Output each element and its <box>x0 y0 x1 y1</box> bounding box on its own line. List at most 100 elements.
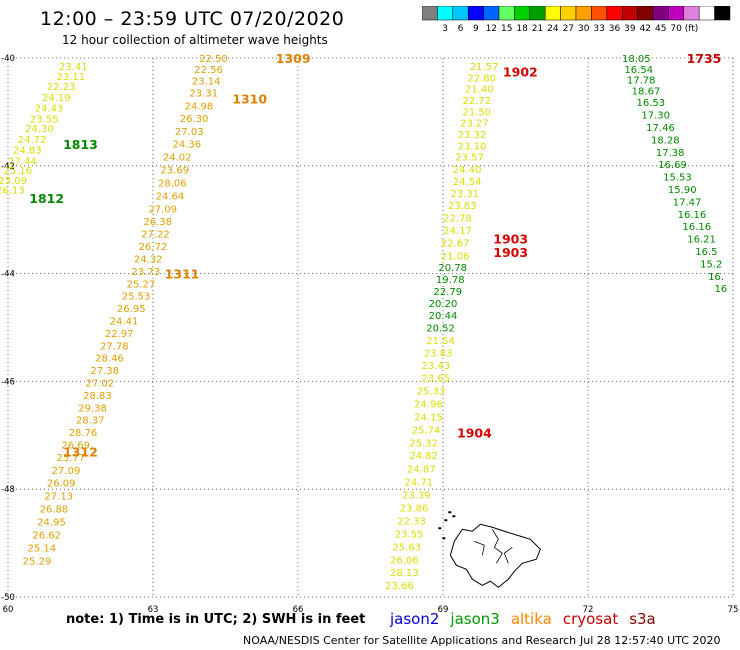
pass-time-label: 1903 <box>493 245 528 260</box>
wave-height-reading: 23.39 <box>402 491 431 502</box>
wave-height-reading: 26.06 <box>390 555 419 566</box>
wave-height-reading: 25.16 <box>3 166 32 177</box>
wave-height-reading: 16.5 <box>695 247 717 258</box>
longitude-tick-label: 75 <box>728 605 739 615</box>
color-scale-label: 27 <box>563 24 574 34</box>
wave-height-reading: 24.15 <box>414 412 443 423</box>
wave-height-reading: 22.23 <box>47 82 76 93</box>
wave-height-reading: 24.17 <box>443 226 472 237</box>
color-scale-label: 18 <box>516 24 528 34</box>
wave-height-reading: 22.78 <box>443 214 472 225</box>
wave-height-reading: 26.13 <box>0 186 25 197</box>
wave-height-reading: 24.43 <box>35 104 64 115</box>
wave-height-reading: 26.62 <box>32 530 61 541</box>
wave-height-reading: 28.83 <box>83 391 112 402</box>
wave-height-reading: 28.06 <box>158 179 187 190</box>
latitude-tick-label: -40 <box>1 54 15 64</box>
wave-height-reading: 25.33 <box>417 387 446 398</box>
wave-height-reading: 18.67 <box>632 86 661 97</box>
wave-height-reading: 24.32 <box>134 255 163 266</box>
wave-height-reading: 20.44 <box>429 311 458 322</box>
wave-height-reading: 26.88 <box>40 505 69 516</box>
wave-height-reading: 24.82 <box>409 451 438 462</box>
wave-height-reading: 22.67 <box>441 238 470 249</box>
wave-height-reading: 18.28 <box>651 135 680 146</box>
color-scale-label: 42 <box>640 24 651 34</box>
wave-height-reading: 17.46 <box>646 123 675 134</box>
color-scale-label: 15 <box>501 24 512 34</box>
wave-height-reading: 22.97 <box>105 329 134 340</box>
color-scale-label: 6 <box>458 24 464 34</box>
pass-time-label: 1735 <box>687 51 722 66</box>
wave-height-reading: 16. <box>708 272 724 283</box>
wave-height-reading: 26.09 <box>47 479 76 490</box>
wave-height-reading: 29.38 <box>78 403 107 414</box>
latitude-tick-label: -48 <box>1 485 15 495</box>
wave-height-reading: 16 <box>715 284 728 295</box>
wave-height-reading: 17.30 <box>641 111 670 122</box>
wave-height-reading: 25.77 <box>57 453 86 464</box>
pass-time-label: 1309 <box>276 51 311 66</box>
wave-height-reading: 17.78 <box>627 76 656 87</box>
wave-height-reading: 21.57 <box>470 62 499 73</box>
latitude-tick-label: -44 <box>1 270 15 280</box>
wave-height-reading: 24.30 <box>25 124 54 135</box>
color-scale-label: 30 <box>578 24 590 34</box>
mission-altika: altika <box>510 610 552 628</box>
wave-height-reading: 24.54 <box>453 177 482 188</box>
wave-height-reading: 23.43 <box>421 361 450 372</box>
wave-height-reading: 23.14 <box>192 77 221 88</box>
wave-height-reading: 24.96 <box>414 399 443 410</box>
wave-height-reading: 23.73 <box>131 267 160 278</box>
longitude-tick-label: 66 <box>293 605 304 615</box>
wave-height-reading: 22.72 <box>463 96 492 107</box>
wave-height-reading: 25.27 <box>127 279 156 290</box>
wave-height-reading: 15.53 <box>663 173 692 184</box>
wave-height-reading: 23.69 <box>160 166 189 177</box>
wave-height-reading: 16.53 <box>637 98 666 109</box>
wave-height-reading: 27.78 <box>100 341 129 352</box>
wave-height-reading: 20.78 <box>438 263 467 274</box>
wave-height-reading: 23.10 <box>458 141 487 152</box>
altimeter-track-altika: 23.4123.1122.2324.1924.4323.5524.3024.72… <box>0 62 88 196</box>
wave-height-reading: 25.09 <box>0 176 27 187</box>
wave-height-reading: 23.27 <box>460 119 489 130</box>
color-scale-label: 21 <box>532 24 543 34</box>
wave-height-reading: 22.50 <box>199 54 228 65</box>
wave-height-reading: 23.65 <box>421 374 450 385</box>
wave-height-reading: 15.90 <box>668 185 697 196</box>
mission-legend: jason2 jason3 altika cryosat s3a <box>390 610 667 628</box>
altimeter-track-altika: 21.5722.8021.4022.7221.5023.2723.3223.10… <box>441 62 499 262</box>
wave-height-reading: 23.66 <box>385 581 414 592</box>
wave-height-reading: 27.03 <box>175 127 204 138</box>
wave-height-reading: 25.63 <box>392 542 421 553</box>
map-title: 12:00 – 23:59 UTC 07/20/2020 <box>40 8 345 30</box>
wave-height-reading: 16.69 <box>658 160 687 171</box>
wave-height-reading: 25.53 <box>122 292 151 303</box>
wave-height-reading: 25.74 <box>412 425 441 436</box>
color-scale-label: 36 <box>609 24 621 34</box>
wave-height-reading: 24.83 <box>13 146 42 157</box>
wave-height-reading: 27.13 <box>44 492 73 503</box>
wave-height-reading: 21.50 <box>463 107 492 118</box>
pass-time-label: 1812 <box>29 191 64 206</box>
wave-height-reading: 23.83 <box>424 348 453 359</box>
generated-timestamp: Jul 28 12:57:40 UTC 2020 <box>580 634 721 647</box>
color-scale-label: 33 <box>593 24 604 34</box>
wave-height-reading: 16.16 <box>678 210 707 221</box>
pass-time-label: 1312 <box>63 444 98 459</box>
wave-height-reading: 27.09 <box>148 204 177 215</box>
wave-height-reading: 22.80 <box>467 73 496 84</box>
wave-height-reading: 20.52 <box>426 324 455 335</box>
wave-height-reading: 21.40 <box>465 85 494 96</box>
wave-height-reading: 23.41 <box>59 62 88 73</box>
wave-height-reading: 28.13 <box>390 568 419 579</box>
wave-height-reading: 24.41 <box>110 316 139 327</box>
wave-height-reading: 27.02 <box>86 378 115 389</box>
wave-height-reading: 24.40 <box>453 165 482 176</box>
footer-note: note: 1) Time is in UTC; 2) SWH is in fe… <box>66 612 366 627</box>
pass-time-label: 1311 <box>165 267 200 282</box>
wave-height-reading: 28.76 <box>69 428 98 439</box>
